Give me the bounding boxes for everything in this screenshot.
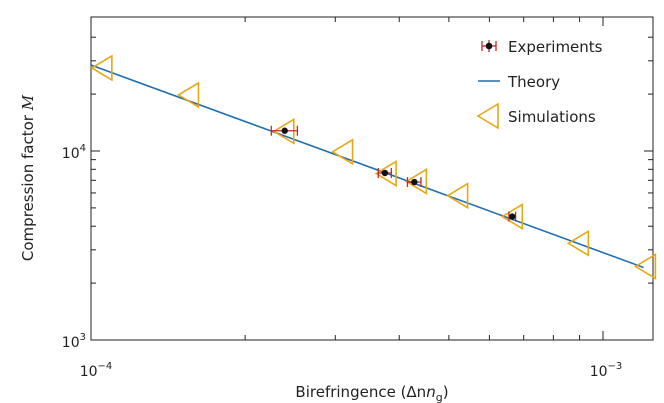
simulation-marker-4: [374, 160, 397, 187]
simulation-marker-1: [176, 81, 200, 109]
legend-simulations-label: Simulations: [508, 108, 596, 126]
experiment-point-2: [406, 177, 422, 188]
y-tick-label-1e3: 103: [62, 332, 86, 351]
experiment-marker: [381, 169, 389, 177]
simulation-marker-6: [446, 182, 469, 210]
plot-frame: [90, 16, 654, 341]
y-tick-label-1e4: 104: [62, 143, 86, 162]
simulation-marker-5: [404, 168, 428, 195]
experiment-point-1: [377, 167, 392, 178]
y-axis-label: Compression factor M: [19, 94, 37, 261]
experiment-marker: [281, 127, 288, 134]
simulations-layer: [90, 54, 657, 280]
simulation-marker-9: [633, 253, 657, 280]
legend-experiments-marker: [481, 40, 497, 52]
experiment-point-3: [508, 211, 517, 222]
legend-experiments-label: Experiments: [508, 38, 603, 56]
simulation-marker-3: [331, 138, 354, 166]
experiment-marker: [509, 213, 516, 220]
experiment-point-0: [270, 125, 299, 136]
theory-layer: [90, 64, 644, 269]
tick-layer: [90, 17, 653, 341]
legend-theory-label: Theory: [507, 73, 560, 91]
simulation-marker-0: [90, 54, 113, 82]
x-tick-label-1e-4: 10−4: [80, 361, 113, 380]
theory-line: [90, 64, 644, 269]
simulation-marker-8: [566, 229, 590, 257]
legend: Experiments Theory Simulations: [476, 38, 603, 130]
legend-simulations-marker: [476, 102, 499, 130]
experiment-marker: [411, 178, 418, 186]
experiments-layer: [270, 125, 517, 222]
x-tick-label-1e-3: 10−3: [590, 361, 623, 380]
x-axis-label: Birefringence (Δnng): [295, 383, 448, 403]
simulation-marker-7: [500, 203, 524, 230]
